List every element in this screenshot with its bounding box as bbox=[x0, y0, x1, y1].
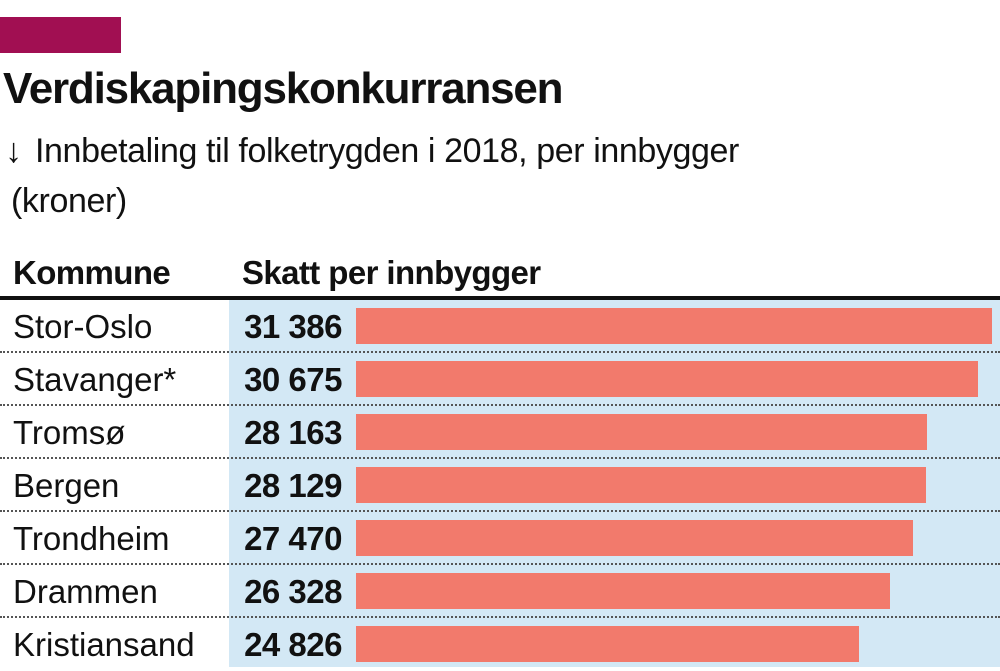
kommune-label: Kristiansand bbox=[13, 626, 195, 663]
accent-bar bbox=[0, 17, 121, 53]
row-divider bbox=[0, 351, 1000, 353]
value-label: 31 386 bbox=[244, 308, 342, 345]
table-row: Drammen 26 328 bbox=[0, 565, 1000, 618]
kommune-label: Stor-Oslo bbox=[13, 308, 153, 345]
table-row: Kristiansand 24 826 bbox=[0, 618, 1000, 671]
row-divider bbox=[0, 616, 1000, 618]
kommune-label: Stavanger* bbox=[13, 361, 177, 398]
header-rule bbox=[0, 296, 1000, 300]
bar bbox=[356, 308, 992, 344]
value-label: 26 328 bbox=[244, 573, 342, 610]
value-label: 30 675 bbox=[244, 361, 342, 398]
row-divider bbox=[0, 563, 1000, 565]
bar bbox=[356, 520, 913, 556]
chart-subtitle: ↓ Innbetaling til folketrygden i 2018, pe… bbox=[5, 126, 905, 226]
chart-title: Verdiskapingskonkurransen bbox=[3, 64, 564, 113]
kommune-label: Trondheim bbox=[13, 520, 170, 557]
value-label: 24 826 bbox=[244, 626, 342, 663]
bar bbox=[356, 361, 978, 397]
subtitle-line-2: (kroner) bbox=[11, 182, 127, 220]
row-divider bbox=[0, 457, 1000, 459]
row-divider bbox=[0, 510, 1000, 512]
table-row: Bergen 28 129 bbox=[0, 459, 1000, 512]
table-row: Stavanger* 30 675 bbox=[0, 353, 1000, 406]
kommune-label: Drammen bbox=[13, 573, 158, 610]
column-header-skatt: Skatt per innbygger bbox=[242, 254, 541, 291]
value-label: 28 129 bbox=[244, 467, 342, 504]
bar bbox=[356, 573, 890, 609]
table-row: Tromsø 28 163 bbox=[0, 406, 1000, 459]
kommune-label: Tromsø bbox=[13, 414, 126, 451]
table-row: Trondheim 27 470 bbox=[0, 512, 1000, 565]
bar bbox=[356, 626, 859, 662]
value-label: 28 163 bbox=[244, 414, 342, 451]
arrow-down-icon: ↓ bbox=[5, 132, 22, 170]
kommune-label: Bergen bbox=[13, 467, 120, 504]
bar bbox=[356, 414, 927, 450]
row-divider bbox=[0, 404, 1000, 406]
subtitle-line-1: Innbetaling til folketrygden i 2018, per… bbox=[35, 132, 739, 170]
table-row: Stor-Oslo 31 386 bbox=[0, 300, 1000, 353]
bar bbox=[356, 467, 926, 503]
column-header-kommune: Kommune bbox=[13, 254, 171, 291]
value-label: 27 470 bbox=[244, 520, 342, 557]
